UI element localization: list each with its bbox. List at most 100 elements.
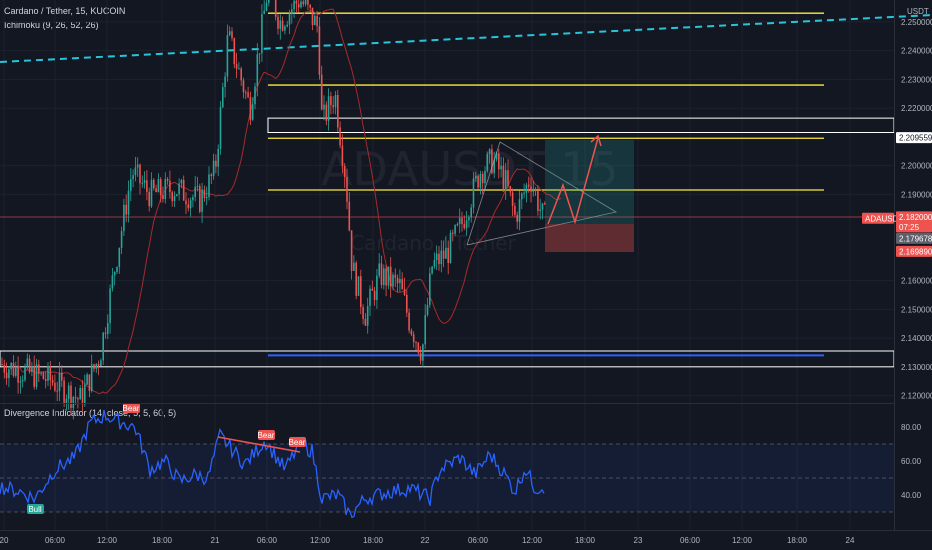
price-axis[interactable]: USDT 2.250000 2.240000 2.230000 2.220000 2.2… bbox=[901, 7, 932, 401]
symbol-title-text: Cardano / Tether, 15, KUCOIN bbox=[4, 6, 126, 16]
divergence-legend[interactable]: Divergence Indicator (14, close, 5, 5, 6… bbox=[4, 408, 176, 418]
candle-body bbox=[410, 330, 413, 335]
candle-body bbox=[203, 189, 206, 199]
candle-body bbox=[493, 159, 495, 174]
candle-body bbox=[178, 183, 180, 195]
time-axis[interactable]: 20 06:00 12:00 18:00 21 06:00 12:00 18:00 22 06:0… bbox=[0, 536, 855, 545]
y-tick-label: 2.220000 bbox=[901, 104, 932, 113]
candle-body bbox=[429, 273, 431, 305]
candle-body bbox=[534, 190, 537, 192]
candle-body bbox=[224, 76, 226, 88]
candle-body bbox=[479, 173, 482, 188]
candle-body bbox=[380, 263, 383, 286]
target-box bbox=[545, 140, 634, 224]
candle-body bbox=[295, 0, 298, 4]
candle-body bbox=[502, 165, 505, 189]
candle-body bbox=[146, 180, 148, 192]
x-tick-label: 23 bbox=[634, 536, 643, 545]
candle-body bbox=[136, 164, 139, 168]
candle-body bbox=[297, 3, 300, 8]
price-tag-bg bbox=[862, 212, 894, 224]
candle-body bbox=[477, 175, 479, 188]
candle-body bbox=[498, 153, 500, 170]
candle-body bbox=[544, 203, 546, 205]
candle-body bbox=[514, 206, 516, 215]
candle-body bbox=[516, 214, 518, 222]
candle-body bbox=[495, 153, 498, 160]
divergence-rsi-line bbox=[0, 409, 545, 519]
bear-divergence-line bbox=[217, 436, 301, 453]
candle-body bbox=[88, 374, 91, 391]
stop-box bbox=[545, 224, 634, 252]
candle-body bbox=[530, 186, 532, 192]
candle-body bbox=[481, 173, 484, 184]
candle-body bbox=[539, 209, 541, 211]
candle-body bbox=[97, 363, 100, 367]
candle-body bbox=[507, 170, 509, 187]
candle-body bbox=[70, 385, 72, 409]
candle-body bbox=[231, 31, 233, 39]
y-tick-label: 2.140000 bbox=[901, 334, 932, 343]
candle-body bbox=[67, 385, 70, 399]
x-tick-label: 06:00 bbox=[257, 536, 278, 545]
trend-lines bbox=[0, 14, 932, 218]
candle-body bbox=[1, 363, 3, 365]
bear-signal-label: Bear bbox=[123, 404, 140, 413]
candle-body bbox=[47, 366, 49, 381]
candle-body bbox=[107, 323, 109, 334]
candle-body bbox=[226, 35, 229, 77]
candle-body bbox=[143, 180, 146, 183]
candle-body bbox=[176, 194, 178, 196]
candle-body bbox=[521, 193, 523, 200]
candle-body bbox=[465, 220, 468, 229]
candle-body bbox=[431, 266, 433, 274]
candle-body bbox=[182, 180, 185, 201]
candle-body bbox=[348, 201, 351, 231]
candle-body bbox=[392, 274, 394, 287]
candle-body bbox=[102, 332, 104, 361]
x-tick-label: 06:00 bbox=[45, 536, 66, 545]
candle-body bbox=[399, 279, 401, 284]
candle-body bbox=[417, 342, 420, 353]
watermark-name: Cardano / Tether bbox=[350, 231, 516, 255]
lower-axis[interactable]: 80.00 60.00 40.00 bbox=[901, 423, 922, 500]
candle-body bbox=[238, 68, 240, 70]
candle-body bbox=[15, 367, 17, 376]
candle-body bbox=[323, 104, 325, 110]
candle-body bbox=[251, 104, 254, 120]
candle-body bbox=[419, 352, 422, 361]
candle-body bbox=[125, 204, 127, 215]
candle-body bbox=[394, 274, 397, 278]
candles bbox=[1, 0, 546, 420]
candle-body bbox=[440, 250, 443, 265]
x-tick-label: 22 bbox=[421, 536, 430, 545]
candle-body bbox=[118, 247, 121, 268]
candle-body bbox=[261, 14, 263, 54]
candle-body bbox=[26, 358, 29, 367]
x-tick-label: 06:00 bbox=[468, 536, 489, 545]
candle-body bbox=[311, 7, 314, 25]
ichimoku-legend-text: Ichimoku (9, 26, 52, 26) bbox=[4, 20, 99, 30]
candle-body bbox=[139, 164, 141, 184]
candle-body bbox=[104, 332, 107, 334]
candle-body bbox=[470, 207, 472, 218]
symbol-title: Cardano / Tether, 15, KUCOIN bbox=[4, 6, 125, 16]
price-tag-label: 2.182000 bbox=[899, 213, 932, 222]
ichimoku-legend[interactable]: Ichimoku (9, 26, 52, 26) bbox=[4, 20, 99, 30]
candle-body bbox=[245, 92, 247, 94]
candle-body bbox=[155, 188, 157, 193]
candle-body bbox=[258, 53, 261, 55]
candle-body bbox=[486, 154, 489, 172]
x-tick-label: 21 bbox=[211, 536, 220, 545]
candle-body bbox=[249, 97, 252, 120]
candle-body bbox=[511, 192, 514, 207]
candle-body bbox=[127, 190, 130, 215]
candle-body bbox=[212, 160, 215, 176]
candle-body bbox=[72, 397, 75, 409]
y-tick-label: 2.200000 bbox=[901, 162, 932, 171]
candle-body bbox=[24, 366, 26, 381]
price-tag-bg bbox=[896, 245, 932, 257]
candle-body bbox=[408, 312, 410, 331]
lower-y-tick: 80.00 bbox=[901, 423, 922, 432]
